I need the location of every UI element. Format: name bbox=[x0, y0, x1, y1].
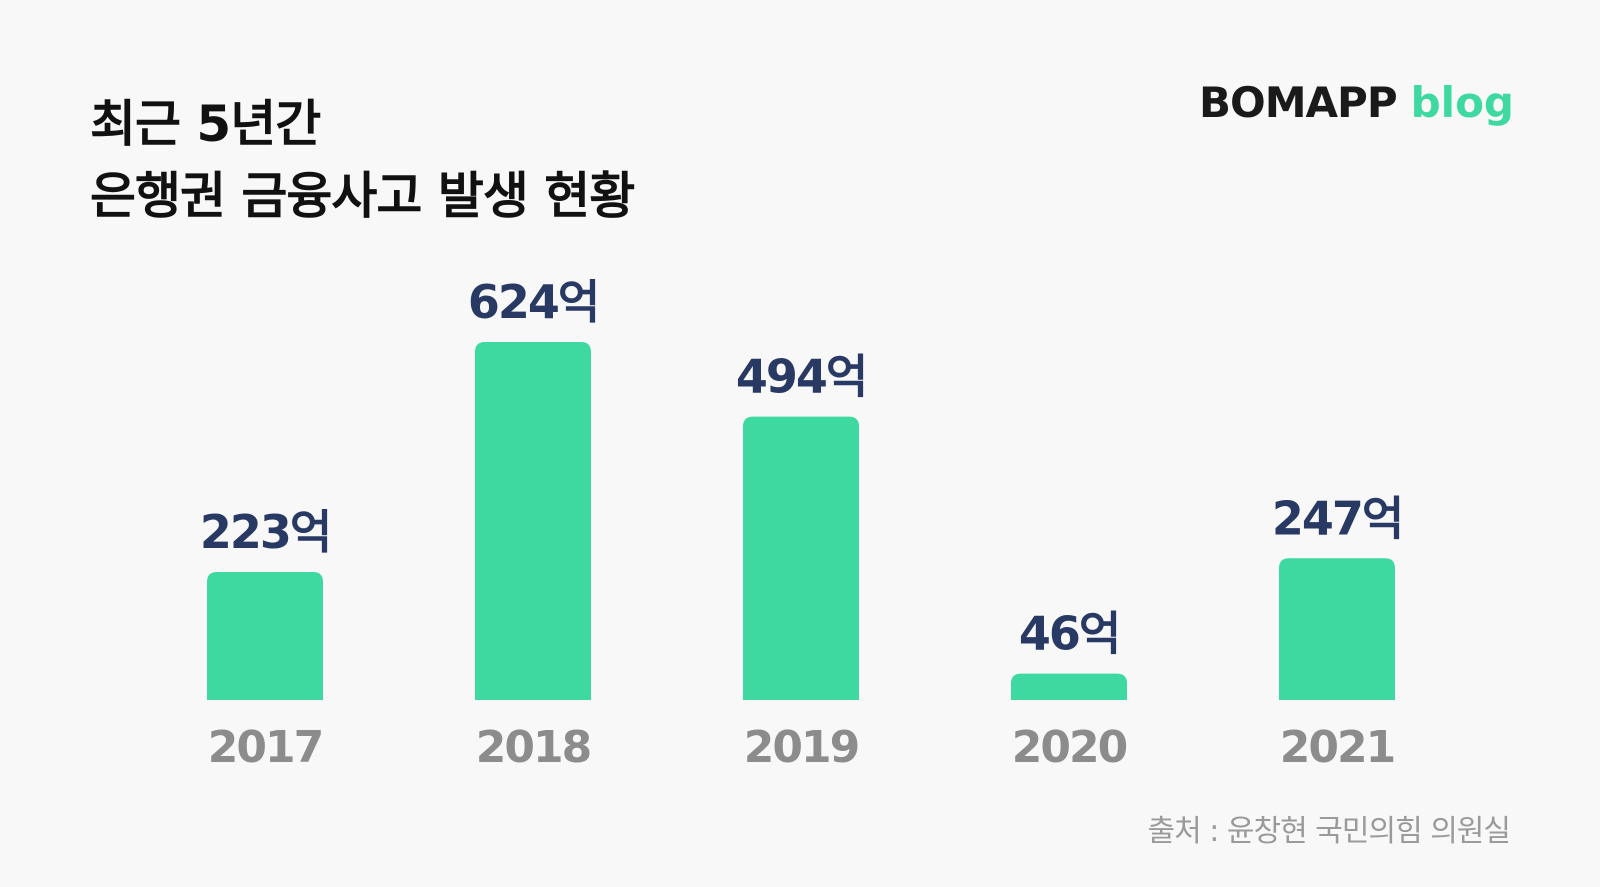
value-label-2020: 46억 bbox=[1019, 607, 1119, 661]
bar-2017 bbox=[207, 572, 323, 700]
category-label-2020: 2020 bbox=[1012, 722, 1127, 773]
bar-2021 bbox=[1279, 558, 1395, 700]
category-label-2018: 2018 bbox=[476, 722, 590, 773]
category-label-2021: 2021 bbox=[1280, 722, 1394, 773]
bar-2019 bbox=[743, 416, 859, 700]
brand-suffix: blog bbox=[1410, 78, 1514, 127]
value-label-2017: 223억 bbox=[200, 505, 330, 559]
value-label-2019: 494억 bbox=[736, 350, 866, 404]
brand-name: BOMAPP bbox=[1199, 78, 1398, 127]
brand-logo: BOMAPP blog bbox=[1199, 78, 1514, 127]
value-label-2021: 247억 bbox=[1272, 491, 1402, 545]
title-line-1: 최근 5년간 bbox=[90, 95, 321, 153]
bar-2018 bbox=[475, 342, 591, 700]
source-note: 출처 : 윤창현 국민의힘 의원실 bbox=[1147, 814, 1511, 849]
category-label-2019: 2019 bbox=[744, 722, 858, 773]
chart-title: 최근 5년간 은행권 금융사고 발생 현황 bbox=[90, 88, 635, 232]
value-label-2018: 624억 bbox=[468, 275, 598, 329]
title-line-2: 은행권 금융사고 발생 현황 bbox=[90, 167, 635, 225]
bar-2020 bbox=[1011, 673, 1127, 700]
category-label-2017: 2017 bbox=[208, 722, 322, 773]
